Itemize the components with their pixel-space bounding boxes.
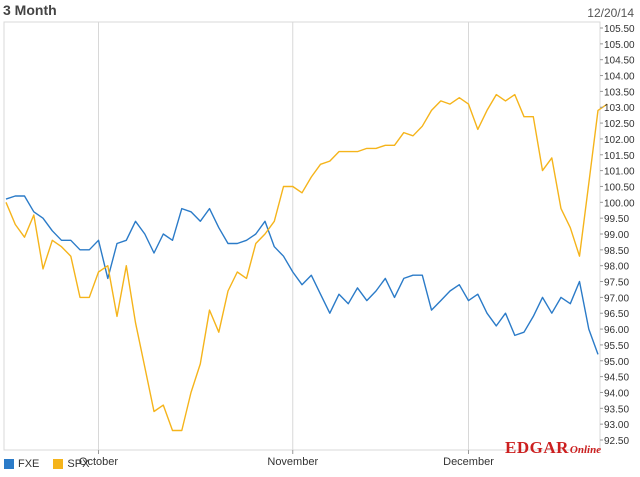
y-tick-label: 99.50 bbox=[604, 214, 629, 225]
x-tick-label: November bbox=[267, 456, 318, 468]
legend-label-spx: SPX bbox=[67, 458, 90, 470]
logo-main: EDGAR bbox=[505, 438, 569, 457]
y-tick-label: 104.00 bbox=[604, 72, 635, 83]
y-tick-label: 97.00 bbox=[604, 293, 629, 304]
edgar-online-logo: EDGAR Online bbox=[505, 438, 601, 458]
y-axis-ticks: 92.50 93.00 93.50 94.00 94.50 95.00 95.50 96.00… bbox=[600, 24, 635, 447]
series-lines bbox=[5, 93, 608, 432]
y-tick-label: 105.50 bbox=[604, 24, 635, 35]
y-tick-label: 95.00 bbox=[604, 357, 629, 368]
y-tick-label: 103.50 bbox=[604, 87, 635, 98]
chart-date: 12/20/14 bbox=[587, 6, 634, 20]
y-tick-label: 97.50 bbox=[604, 278, 629, 289]
logo-suffix: Online bbox=[569, 444, 602, 456]
y-tick-label: 103.00 bbox=[604, 103, 635, 114]
grid-lines bbox=[3, 21, 601, 451]
y-tick-label: 99.00 bbox=[604, 230, 629, 241]
y-tick-label: 100.00 bbox=[604, 198, 635, 209]
legend-item-fxe: FXE bbox=[4, 458, 39, 470]
y-tick-label: 95.50 bbox=[604, 341, 629, 352]
legend-label-fxe: FXE bbox=[18, 458, 40, 470]
legend-swatch-fxe bbox=[4, 459, 14, 469]
x-tick-label: October bbox=[79, 456, 118, 468]
y-tick-label: 94.00 bbox=[604, 388, 629, 399]
y-tick-label: 104.50 bbox=[604, 56, 635, 67]
legend-item-spx: SPX bbox=[53, 458, 89, 470]
y-tick-label: 98.00 bbox=[604, 262, 629, 273]
series-line-fxe bbox=[5, 195, 599, 355]
y-tick-label: 93.00 bbox=[604, 420, 629, 431]
y-tick-label: 102.00 bbox=[604, 135, 635, 146]
legend-swatch-spx bbox=[53, 459, 64, 469]
legend: FXE SPX bbox=[4, 458, 103, 470]
chart-title: 3 Month bbox=[3, 2, 57, 18]
y-tick-label: 93.50 bbox=[604, 404, 629, 415]
y-tick-label: 94.50 bbox=[604, 373, 629, 384]
x-axis-ticks: October November December bbox=[79, 450, 494, 468]
y-tick-label: 101.00 bbox=[604, 167, 635, 178]
y-tick-label: 100.50 bbox=[604, 182, 635, 193]
y-tick-label: 102.50 bbox=[604, 119, 635, 130]
y-tick-label: 92.50 bbox=[604, 436, 629, 447]
y-tick-label: 96.50 bbox=[604, 309, 629, 320]
x-tick-label: December bbox=[443, 456, 494, 468]
y-tick-label: 96.00 bbox=[604, 325, 629, 336]
plot-frame bbox=[3, 21, 601, 451]
y-tick-label: 105.00 bbox=[604, 40, 635, 51]
y-tick-label: 98.50 bbox=[604, 246, 629, 257]
series-line-spx bbox=[5, 93, 608, 432]
y-tick-label: 101.50 bbox=[604, 151, 635, 162]
